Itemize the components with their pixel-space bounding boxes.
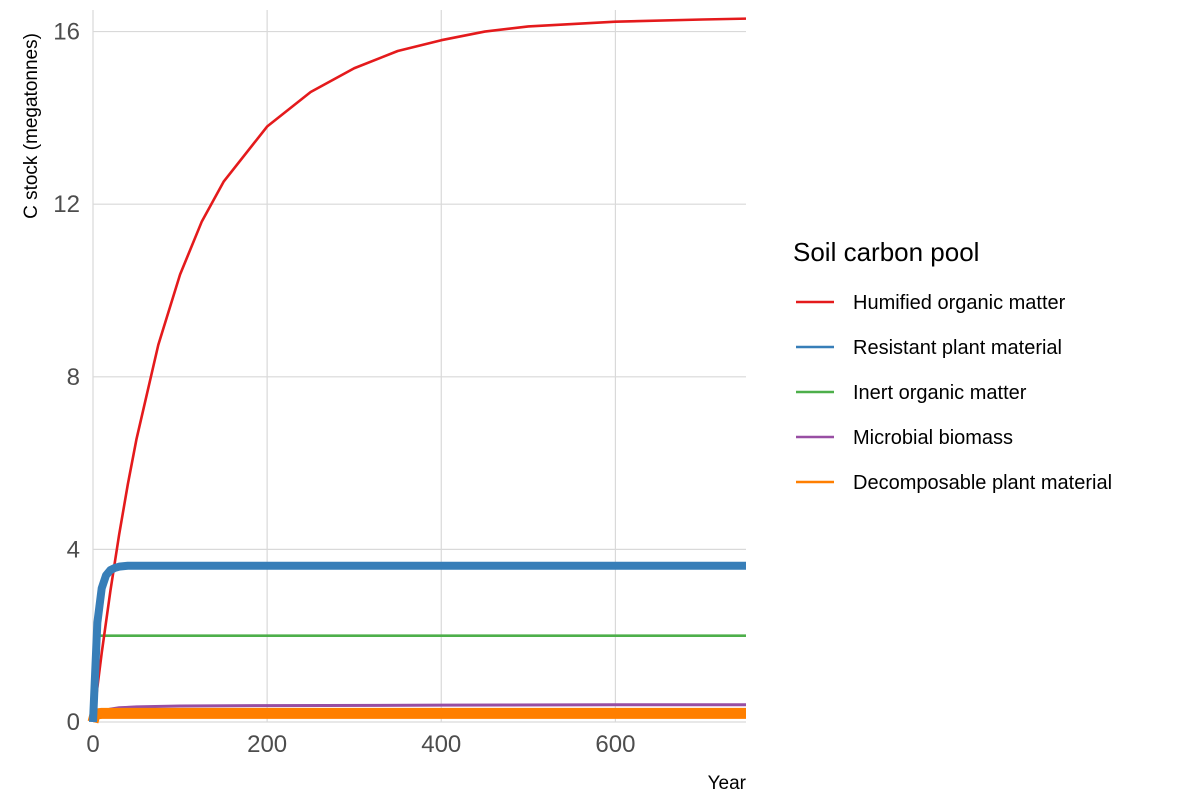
legend-label: Microbial biomass bbox=[853, 427, 1013, 449]
legend-label: Decomposable plant material bbox=[853, 472, 1112, 494]
y-tick-label: 12 bbox=[53, 191, 80, 218]
x-tick-labels: 0 200 400 600 bbox=[86, 731, 635, 758]
y-tick-label: 0 bbox=[67, 709, 80, 736]
plot-lines bbox=[87, 17, 747, 724]
x-tick-label: 400 bbox=[421, 731, 461, 758]
y-tick-labels: 0 4 8 12 16 bbox=[53, 19, 80, 736]
y-tick-label: 8 bbox=[67, 364, 80, 391]
series-line bbox=[87, 707, 746, 724]
legend-label: Humified organic matter bbox=[853, 292, 1066, 314]
x-tick-label: 200 bbox=[247, 731, 287, 758]
legend: Soil carbon pool Humified organic matter… bbox=[793, 237, 1112, 494]
y-tick-label: 4 bbox=[67, 536, 80, 563]
y-tick-label: 16 bbox=[53, 19, 80, 46]
series-line bbox=[91, 17, 747, 723]
x-tick-label: 0 bbox=[86, 731, 99, 758]
y-axis-title: C stock (megatonnes) bbox=[21, 33, 42, 219]
y-gridlines bbox=[93, 30, 746, 723]
legend-label: Resistant plant material bbox=[853, 337, 1062, 359]
legend-label: Inert organic matter bbox=[853, 382, 1027, 404]
series-line bbox=[89, 561, 746, 723]
x-gridlines bbox=[92, 10, 617, 722]
legend-title: Soil carbon pool bbox=[793, 237, 979, 267]
x-tick-label: 600 bbox=[595, 731, 635, 758]
x-axis-title: Year bbox=[708, 773, 747, 793]
